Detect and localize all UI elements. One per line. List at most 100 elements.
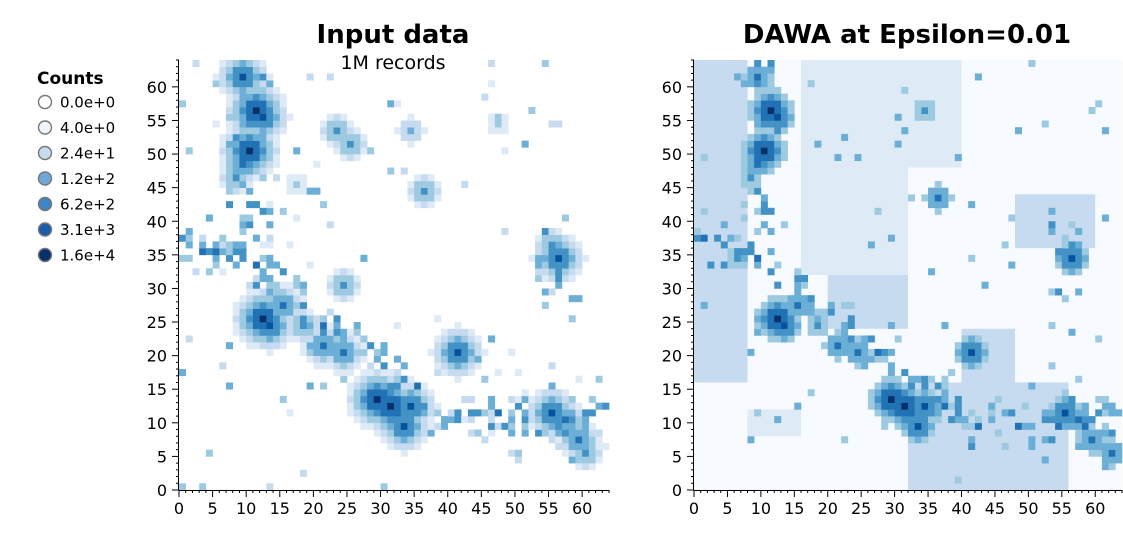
heatmap-cell bbox=[981, 355, 989, 363]
heatmap-cell bbox=[787, 301, 795, 309]
heatmap-cell bbox=[333, 295, 341, 303]
heatmap-cell bbox=[974, 348, 982, 356]
heatmap-cell bbox=[821, 328, 829, 336]
heatmap-cell bbox=[494, 113, 502, 121]
heatmap-cell bbox=[394, 322, 402, 330]
heatmap-cell bbox=[232, 93, 240, 101]
heatmap-cell bbox=[239, 160, 247, 168]
heatmap-cell bbox=[232, 133, 240, 141]
heatmap-cell bbox=[226, 342, 234, 350]
heatmap-cell bbox=[266, 93, 274, 101]
heatmap-cell bbox=[326, 127, 334, 135]
heatmap-cell bbox=[434, 187, 442, 195]
heatmap-cell bbox=[521, 422, 529, 430]
heatmap-cell bbox=[827, 308, 835, 316]
heatmap-cell bbox=[259, 335, 267, 343]
x-tick-label: 0 bbox=[174, 499, 184, 518]
x-tick-label: 55 bbox=[538, 499, 558, 518]
heatmap-cell bbox=[467, 409, 475, 417]
heatmap-cell bbox=[548, 429, 556, 437]
heatmap-cell bbox=[454, 375, 462, 383]
heatmap-cell bbox=[266, 120, 274, 128]
heatmap-cell bbox=[535, 275, 543, 283]
heatmap-cell bbox=[1108, 409, 1116, 417]
heatmap-cell bbox=[501, 113, 509, 121]
heatmap-cell bbox=[767, 301, 775, 309]
heatmap-cell bbox=[219, 248, 227, 256]
heatmap-cell bbox=[602, 402, 610, 410]
heatmap-cell bbox=[394, 355, 402, 363]
y-tick-label: 20 bbox=[662, 347, 682, 366]
heatmap-cell bbox=[266, 328, 274, 336]
heatmap-cell bbox=[380, 369, 388, 377]
heatmap-cell bbox=[340, 342, 348, 350]
heatmap-cell bbox=[259, 308, 267, 316]
heatmap-cell bbox=[246, 80, 254, 88]
heatmap-cell bbox=[548, 362, 556, 370]
heatmap-cell bbox=[774, 133, 782, 141]
heatmap-cell bbox=[279, 342, 287, 350]
heatmap-cell bbox=[1081, 422, 1089, 430]
heatmap-cell bbox=[273, 100, 281, 108]
heatmap-cell bbox=[747, 167, 755, 175]
heatmap-cell bbox=[293, 335, 301, 343]
heatmap-cell bbox=[293, 180, 301, 188]
heatmap-cell bbox=[575, 422, 583, 430]
heatmap-cell bbox=[934, 201, 942, 209]
heatmap-cell bbox=[1061, 402, 1069, 410]
heatmap-cell bbox=[1095, 335, 1103, 343]
heatmap-cell bbox=[239, 180, 247, 188]
heatmap-cell bbox=[373, 422, 381, 430]
heatmap-cell bbox=[747, 107, 755, 115]
heatmap-cell bbox=[246, 60, 254, 68]
heatmap-cell bbox=[353, 362, 361, 370]
heatmap-cell bbox=[239, 107, 247, 115]
heatmap-cell bbox=[226, 167, 234, 175]
heatmap-cell bbox=[760, 66, 768, 74]
heatmap-cell bbox=[588, 395, 596, 403]
heatmap-cell bbox=[481, 375, 489, 383]
heatmap-cell bbox=[914, 375, 922, 383]
heatmap-cell bbox=[928, 187, 936, 195]
heatmap-cell bbox=[588, 449, 596, 457]
heatmap-cell bbox=[740, 201, 748, 209]
heatmap-cell bbox=[720, 241, 728, 249]
heatmap-cell bbox=[548, 402, 556, 410]
heatmap-cell bbox=[434, 355, 442, 363]
heatmap-cell bbox=[894, 402, 902, 410]
heatmap-cell bbox=[1001, 241, 1009, 249]
heatmap-cell bbox=[914, 409, 922, 417]
heatmap-cell bbox=[320, 328, 328, 336]
heatmap-cell bbox=[847, 301, 855, 309]
heatmap-cell bbox=[205, 248, 213, 256]
heatmap-cell bbox=[380, 382, 388, 390]
heatmap-cell bbox=[1055, 422, 1063, 430]
heatmap-cell bbox=[179, 234, 187, 242]
heatmap-cell bbox=[293, 281, 301, 289]
heatmap-cell bbox=[901, 382, 909, 390]
heatmap-cell bbox=[420, 402, 428, 410]
heatmap-cell bbox=[555, 234, 563, 242]
heatmap-cell bbox=[427, 201, 435, 209]
heatmap-cell bbox=[266, 254, 274, 262]
heatmap-cell bbox=[894, 335, 902, 343]
heatmap-cell bbox=[326, 275, 334, 283]
heatmap-cell bbox=[461, 369, 469, 377]
heatmap-cell bbox=[467, 328, 475, 336]
y-tick-label: 45 bbox=[147, 179, 167, 198]
heatmap-cell bbox=[1061, 409, 1069, 417]
heatmap-cell bbox=[320, 382, 328, 390]
heatmap-cell bbox=[333, 328, 341, 336]
heatmap-cell bbox=[273, 120, 281, 128]
heatmap-cell bbox=[273, 147, 281, 155]
heatmap-cell bbox=[219, 133, 227, 141]
heatmap-cell bbox=[928, 429, 936, 437]
heatmap-cell bbox=[555, 281, 563, 289]
heatmap-cell bbox=[394, 375, 402, 383]
heatmap-cell bbox=[901, 416, 909, 424]
heatmap-cell bbox=[320, 362, 328, 370]
heatmap-cell bbox=[279, 100, 287, 108]
heatmap-cell bbox=[901, 402, 909, 410]
heatmap-cell bbox=[548, 268, 556, 276]
heatmap-cell bbox=[219, 66, 227, 74]
